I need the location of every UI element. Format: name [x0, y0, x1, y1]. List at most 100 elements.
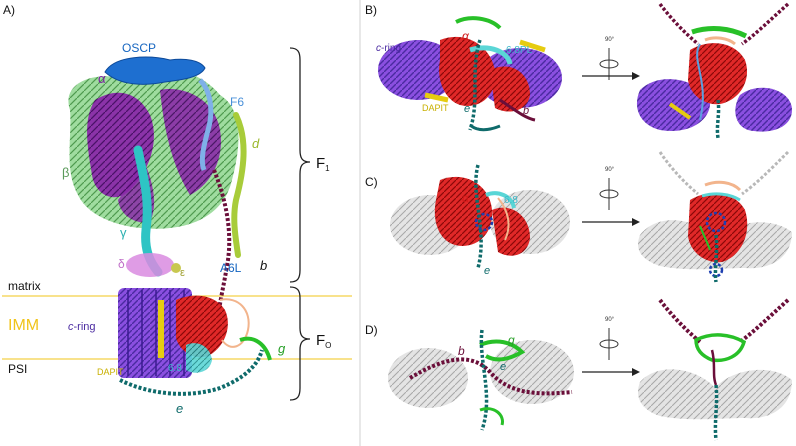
panel-label-d: D) [365, 323, 378, 337]
c-left-6-8 [485, 191, 516, 209]
d-label-rotation: 90° [605, 317, 615, 323]
d-left-b [408, 357, 573, 396]
d-right-helix-right [738, 298, 790, 344]
f1-brace [289, 47, 311, 283]
e-subunit-structure [119, 349, 264, 396]
b-left-a-subunit [439, 36, 496, 106]
d-label-b: b [458, 344, 465, 358]
label-f1-sub: 1 [325, 164, 330, 173]
panel-d [388, 298, 792, 441]
pl-structure [219, 298, 250, 348]
b-label-dapit: DAPIT [422, 103, 449, 113]
oscp-structure [104, 56, 206, 85]
d-right-b-center [710, 349, 718, 386]
d-arrow [582, 368, 640, 376]
label-c-ring-rest: -ring [73, 321, 96, 333]
label-f1-main: F [316, 155, 326, 172]
c-label-6-8: 6.8 [504, 195, 518, 206]
d-right-helix-left [658, 298, 702, 344]
b-label-alpha: α [462, 29, 469, 43]
c-left-pl [497, 197, 510, 241]
panel-label-a: A) [3, 3, 15, 17]
c-right-blue-ring-2 [708, 262, 724, 278]
panel-b [378, 2, 792, 139]
b-left-teal-tail [469, 123, 501, 132]
c-right-green [699, 225, 711, 251]
d-label-e: e [500, 361, 507, 373]
c-left-a-subunit [434, 176, 493, 246]
label-fo-sub: O [325, 341, 332, 350]
b-right-pl [704, 36, 736, 46]
d-subunit-structure [231, 112, 247, 258]
b-right-helix-right [740, 2, 790, 46]
label-e: e [176, 401, 184, 416]
b-left-dapit-2 [519, 39, 546, 53]
b-left-dapit [424, 92, 449, 103]
b-label-6-8pl: 6.8PL [506, 45, 533, 56]
label-fo-main: F [316, 332, 326, 349]
fo-brace [289, 286, 311, 401]
b-rotation-icon [599, 48, 619, 80]
panel-c [390, 150, 792, 283]
label-f1: F1 [316, 155, 330, 173]
d-right-e [713, 384, 719, 441]
delta-structure [126, 253, 174, 277]
panel-label-c: C) [365, 175, 378, 189]
d-label-g: g [508, 333, 515, 347]
label-d: d [252, 136, 260, 151]
c-label-e: e [484, 265, 491, 277]
b-right-dapit [668, 102, 692, 120]
label-psi: PSI [8, 362, 28, 376]
label-matrix: matrix [8, 279, 41, 293]
c-arrow [582, 218, 640, 226]
6-8-structure [186, 343, 212, 373]
b-label-e: e [464, 103, 471, 115]
panel-a [2, 47, 352, 401]
c-left-a-subunit-2 [492, 207, 530, 256]
dapit-structure [158, 300, 164, 358]
c-ring-structure [118, 288, 192, 378]
label-g: g [278, 341, 286, 356]
b-right-blue [696, 43, 704, 121]
b-right-e [715, 99, 721, 139]
b-left-green [455, 16, 502, 30]
panel-label-b: B) [365, 3, 377, 17]
b-arrow [582, 72, 640, 80]
b-left-6-8pl [469, 45, 513, 65]
g-subunit-structure [239, 336, 272, 361]
b-left-e [468, 39, 482, 131]
b-left-c-ring [378, 40, 458, 100]
b-right-c-ring-right [735, 87, 792, 132]
label-epsilon: ε [180, 267, 185, 279]
b-label-rotation: 90° [605, 37, 615, 43]
label-c-ring: c-ring [68, 322, 96, 333]
b-label-c-ring: c-ring [376, 44, 401, 54]
label-c-ring-c: c [68, 321, 74, 333]
a-subunit-structure [176, 295, 228, 358]
d-left-green-lower [479, 407, 504, 426]
f1-head-structure [68, 69, 239, 229]
b-label-c-ring-rest: -ring [381, 43, 402, 54]
c-left-e [474, 164, 483, 269]
epsilon-structure [171, 263, 181, 273]
b-label-b: b [523, 105, 530, 117]
b-subunit-structure [212, 169, 232, 319]
c-right-grey-arms [658, 150, 790, 196]
b-right-green [691, 26, 748, 39]
label-beta: β [62, 165, 70, 180]
d-right-green [694, 333, 747, 363]
d-left-grey-left [388, 348, 468, 408]
label-dapit: DAPIT [97, 367, 124, 377]
label-f6: F6 [230, 95, 245, 109]
label-a6l: A6L [220, 261, 242, 275]
d-left-g [479, 339, 526, 362]
b-right-helix-left [658, 2, 700, 46]
b-left-b [499, 98, 536, 122]
d-rotation-icon [599, 328, 619, 360]
label-fo: FO [316, 332, 332, 350]
c-rotation-icon [599, 178, 619, 210]
label-alpha: α [98, 71, 106, 86]
label-6-8: 6.8 [168, 363, 182, 374]
label-imm: IMM [8, 317, 40, 334]
